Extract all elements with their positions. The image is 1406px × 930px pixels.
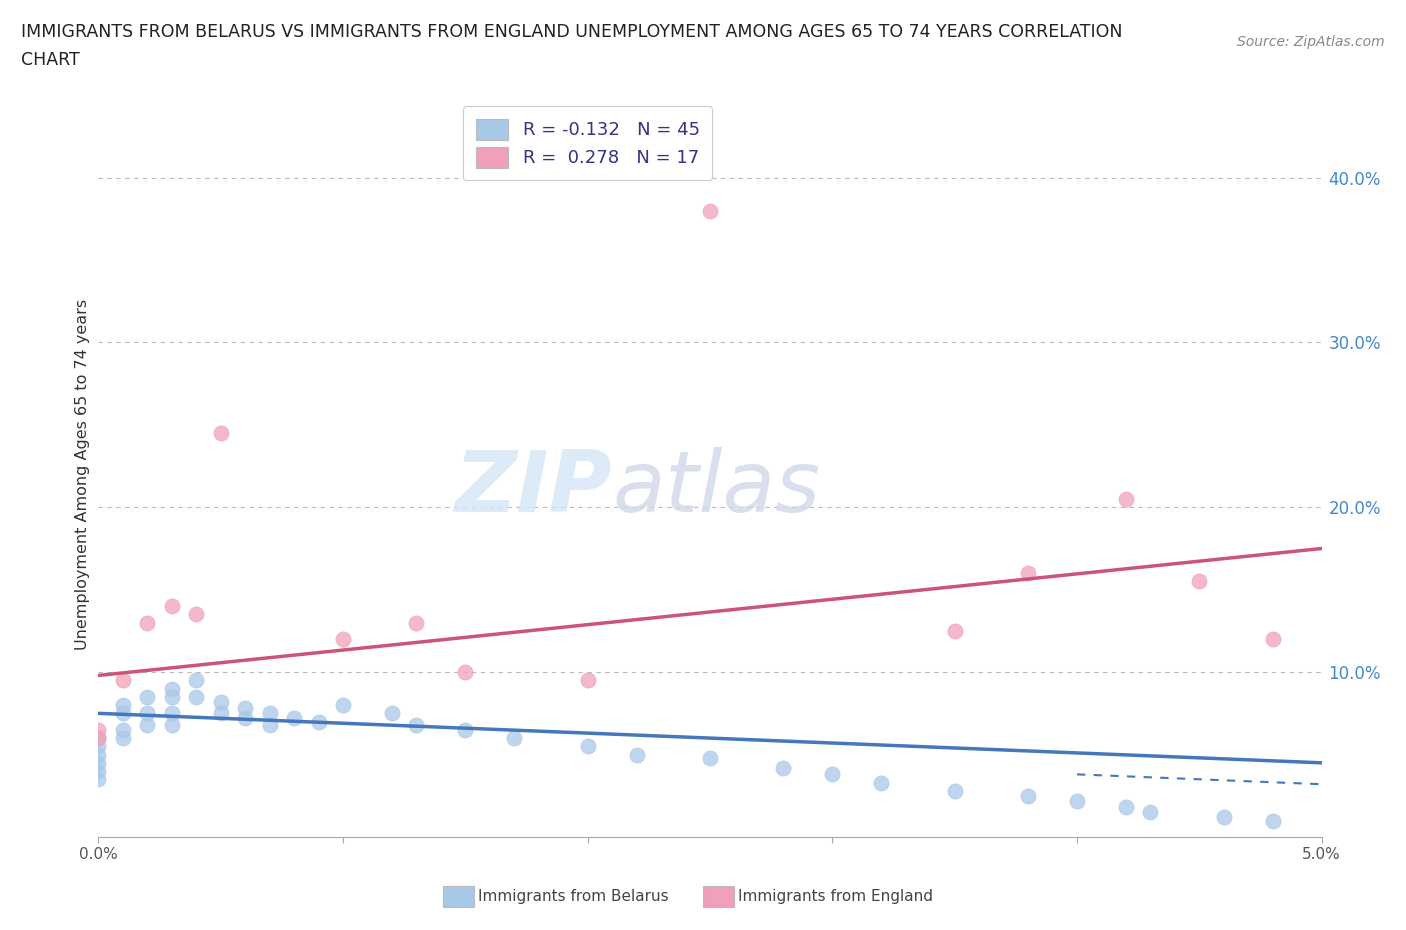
Point xyxy=(136,616,159,631)
Point xyxy=(1017,789,1039,804)
Point xyxy=(1066,793,1088,808)
Point xyxy=(1212,810,1234,825)
Point xyxy=(87,764,110,778)
Point xyxy=(186,607,208,622)
Point xyxy=(186,689,208,704)
Point xyxy=(186,673,208,688)
Point xyxy=(136,689,159,704)
Point xyxy=(87,723,110,737)
Text: Immigrants from Belarus: Immigrants from Belarus xyxy=(478,889,669,904)
Point xyxy=(111,706,134,721)
Point xyxy=(870,776,893,790)
Point xyxy=(1115,492,1137,507)
Point xyxy=(503,731,526,746)
Point xyxy=(283,711,305,725)
Point xyxy=(87,772,110,787)
Text: Source: ZipAtlas.com: Source: ZipAtlas.com xyxy=(1237,35,1385,49)
Point xyxy=(111,698,134,712)
Point xyxy=(87,747,110,762)
Point xyxy=(233,711,256,725)
Point xyxy=(626,747,648,762)
Point xyxy=(1017,565,1039,580)
Point xyxy=(87,738,110,753)
Point xyxy=(699,203,721,218)
Text: atlas: atlas xyxy=(612,447,820,530)
Point xyxy=(1115,800,1137,815)
Point xyxy=(576,738,599,753)
Point xyxy=(821,767,844,782)
Point xyxy=(1139,804,1161,819)
Point xyxy=(405,717,427,732)
Text: Immigrants from England: Immigrants from England xyxy=(738,889,934,904)
Point xyxy=(87,755,110,770)
Text: CHART: CHART xyxy=(21,51,80,69)
Point xyxy=(772,761,794,776)
Point xyxy=(943,623,966,638)
Point xyxy=(87,731,110,746)
Point xyxy=(332,631,354,646)
Point xyxy=(160,681,183,696)
Point xyxy=(405,616,427,631)
Point xyxy=(699,751,721,765)
Point xyxy=(111,723,134,737)
Point xyxy=(454,665,477,680)
Point xyxy=(136,717,159,732)
Point xyxy=(160,706,183,721)
Point xyxy=(160,689,183,704)
Point xyxy=(233,701,256,716)
Point xyxy=(209,426,232,441)
Text: IMMIGRANTS FROM BELARUS VS IMMIGRANTS FROM ENGLAND UNEMPLOYMENT AMONG AGES 65 TO: IMMIGRANTS FROM BELARUS VS IMMIGRANTS FR… xyxy=(21,23,1122,41)
Point xyxy=(1261,631,1284,646)
Text: ZIP: ZIP xyxy=(454,447,612,530)
Y-axis label: Unemployment Among Ages 65 to 74 years: Unemployment Among Ages 65 to 74 years xyxy=(75,299,90,650)
Point xyxy=(943,783,966,798)
Point xyxy=(576,673,599,688)
Point xyxy=(160,717,183,732)
Point xyxy=(160,599,183,614)
Point xyxy=(1188,574,1211,589)
Point xyxy=(332,698,354,712)
Point xyxy=(381,706,404,721)
Point xyxy=(136,706,159,721)
Point xyxy=(259,706,281,721)
Point xyxy=(209,695,232,710)
Point xyxy=(87,731,110,746)
Legend: R = -0.132   N = 45, R =  0.278   N = 17: R = -0.132 N = 45, R = 0.278 N = 17 xyxy=(463,106,713,180)
Point xyxy=(111,673,134,688)
Point xyxy=(259,717,281,732)
Point xyxy=(1261,813,1284,828)
Point xyxy=(111,731,134,746)
Point xyxy=(454,723,477,737)
Point xyxy=(209,706,232,721)
Point xyxy=(308,714,330,729)
